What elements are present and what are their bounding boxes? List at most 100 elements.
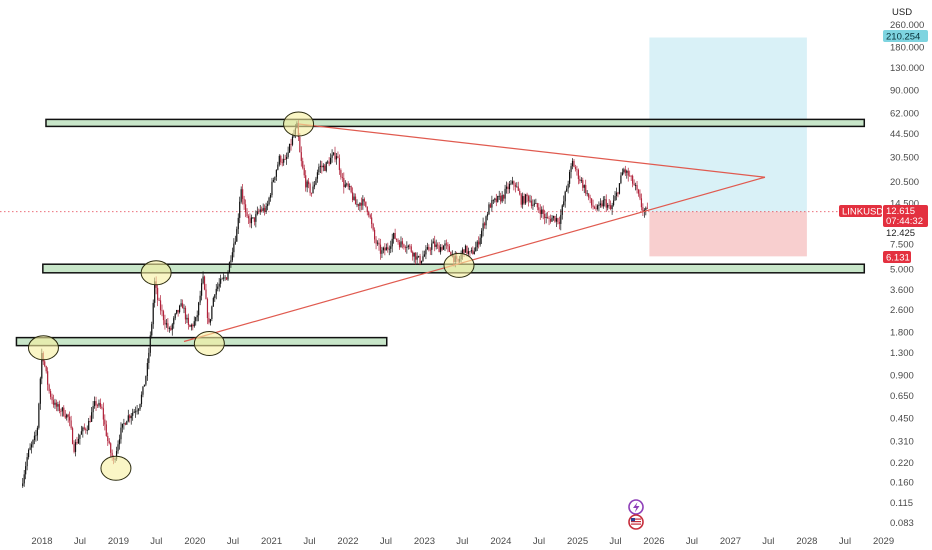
candle-body: [624, 169, 626, 173]
candle: [541, 206, 543, 218]
candle-body: [615, 192, 618, 197]
candle: [227, 270, 229, 281]
candle-body: [171, 324, 173, 330]
candle: [557, 217, 559, 225]
candle: [171, 322, 173, 336]
candle: [39, 376, 41, 410]
us-flag-icon[interactable]: [628, 514, 644, 530]
candle-body: [165, 323, 168, 325]
candle: [60, 408, 62, 417]
candle-body: [629, 175, 631, 177]
candle-body: [244, 204, 247, 213]
candle: [70, 415, 72, 430]
position-tool[interactable]: [649, 37, 807, 257]
candle: [196, 310, 198, 322]
candle-body: [27, 449, 30, 458]
candle: [27, 448, 30, 460]
mid-tag-box: [883, 227, 928, 238]
candle: [308, 178, 310, 189]
candle: [560, 209, 562, 231]
candle-body: [206, 299, 209, 319]
candle: [215, 284, 217, 300]
candle: [434, 235, 436, 252]
candle-body: [281, 162, 283, 164]
y-tick-label: 260.000: [890, 20, 924, 31]
candle-body: [49, 391, 52, 397]
candle: [527, 194, 530, 207]
x-tick-label: 2026: [643, 536, 664, 547]
y-tick-label: 14.500: [890, 199, 919, 210]
candle: [290, 138, 292, 151]
candle: [127, 409, 129, 423]
candle: [561, 204, 563, 220]
candle-body: [108, 440, 110, 444]
candle: [494, 197, 496, 203]
candle: [473, 247, 475, 255]
candle: [498, 190, 500, 200]
candle-body: [45, 365, 47, 372]
y-axis[interactable]: 260.000 180.000 130.000 90.000 62.000 44.500 3…: [890, 20, 924, 529]
candle-body: [23, 474, 25, 484]
candle: [63, 405, 65, 417]
candle-body: [605, 199, 607, 208]
candle: [266, 200, 269, 211]
candle-body: [441, 247, 443, 250]
candle-body: [96, 405, 99, 407]
candle-body: [39, 378, 41, 404]
candle: [431, 239, 433, 256]
candle-body: [102, 408, 104, 420]
candle-body: [269, 195, 272, 198]
candle-body: [249, 218, 251, 224]
candle-body: [111, 452, 113, 458]
candle-body: [236, 229, 238, 242]
candle-body: [516, 186, 518, 188]
candle: [302, 157, 304, 170]
candle-body: [360, 202, 363, 206]
candle-body: [167, 323, 169, 329]
candle-body: [467, 251, 470, 254]
candle: [349, 183, 351, 191]
candle: [104, 414, 106, 431]
candle: [286, 152, 288, 165]
candle: [347, 181, 349, 190]
candle-body: [365, 201, 367, 207]
target-tag: 210.254: [886, 32, 920, 43]
candle: [327, 160, 329, 164]
candle: [202, 271, 204, 285]
candle-body: [463, 249, 465, 253]
candle-body: [99, 402, 102, 407]
candle: [280, 154, 282, 166]
candle: [247, 214, 250, 224]
candle: [580, 177, 582, 183]
candle-body: [137, 409, 140, 411]
candle-body: [181, 303, 184, 309]
candle: [520, 192, 522, 208]
candle: [57, 401, 59, 412]
candle: [158, 297, 160, 301]
candle: [261, 206, 263, 213]
highlight-ellipse: [443, 252, 475, 278]
candle-body: [161, 310, 163, 312]
candle-body: [209, 319, 211, 323]
candle-body: [148, 352, 150, 364]
candle-body: [32, 440, 34, 445]
candle: [547, 211, 549, 219]
candle: [168, 326, 170, 333]
candle-body: [552, 215, 555, 218]
candle: [533, 199, 536, 207]
highlight-ellipses[interactable]: [27, 111, 475, 481]
candle-body: [25, 466, 27, 475]
symbol-tag-box: [839, 205, 882, 217]
candle-body: [228, 262, 231, 273]
candle-body: [176, 309, 178, 314]
candle-body: [447, 244, 449, 247]
candle-body: [140, 394, 143, 405]
candle: [22, 477, 24, 488]
candle: [252, 217, 254, 219]
candle-body: [316, 172, 319, 179]
candle-body: [174, 313, 176, 319]
candle-body: [417, 256, 420, 257]
triangle-trendlines[interactable]: [183, 123, 766, 343]
lightning-icon[interactable]: [628, 499, 644, 515]
